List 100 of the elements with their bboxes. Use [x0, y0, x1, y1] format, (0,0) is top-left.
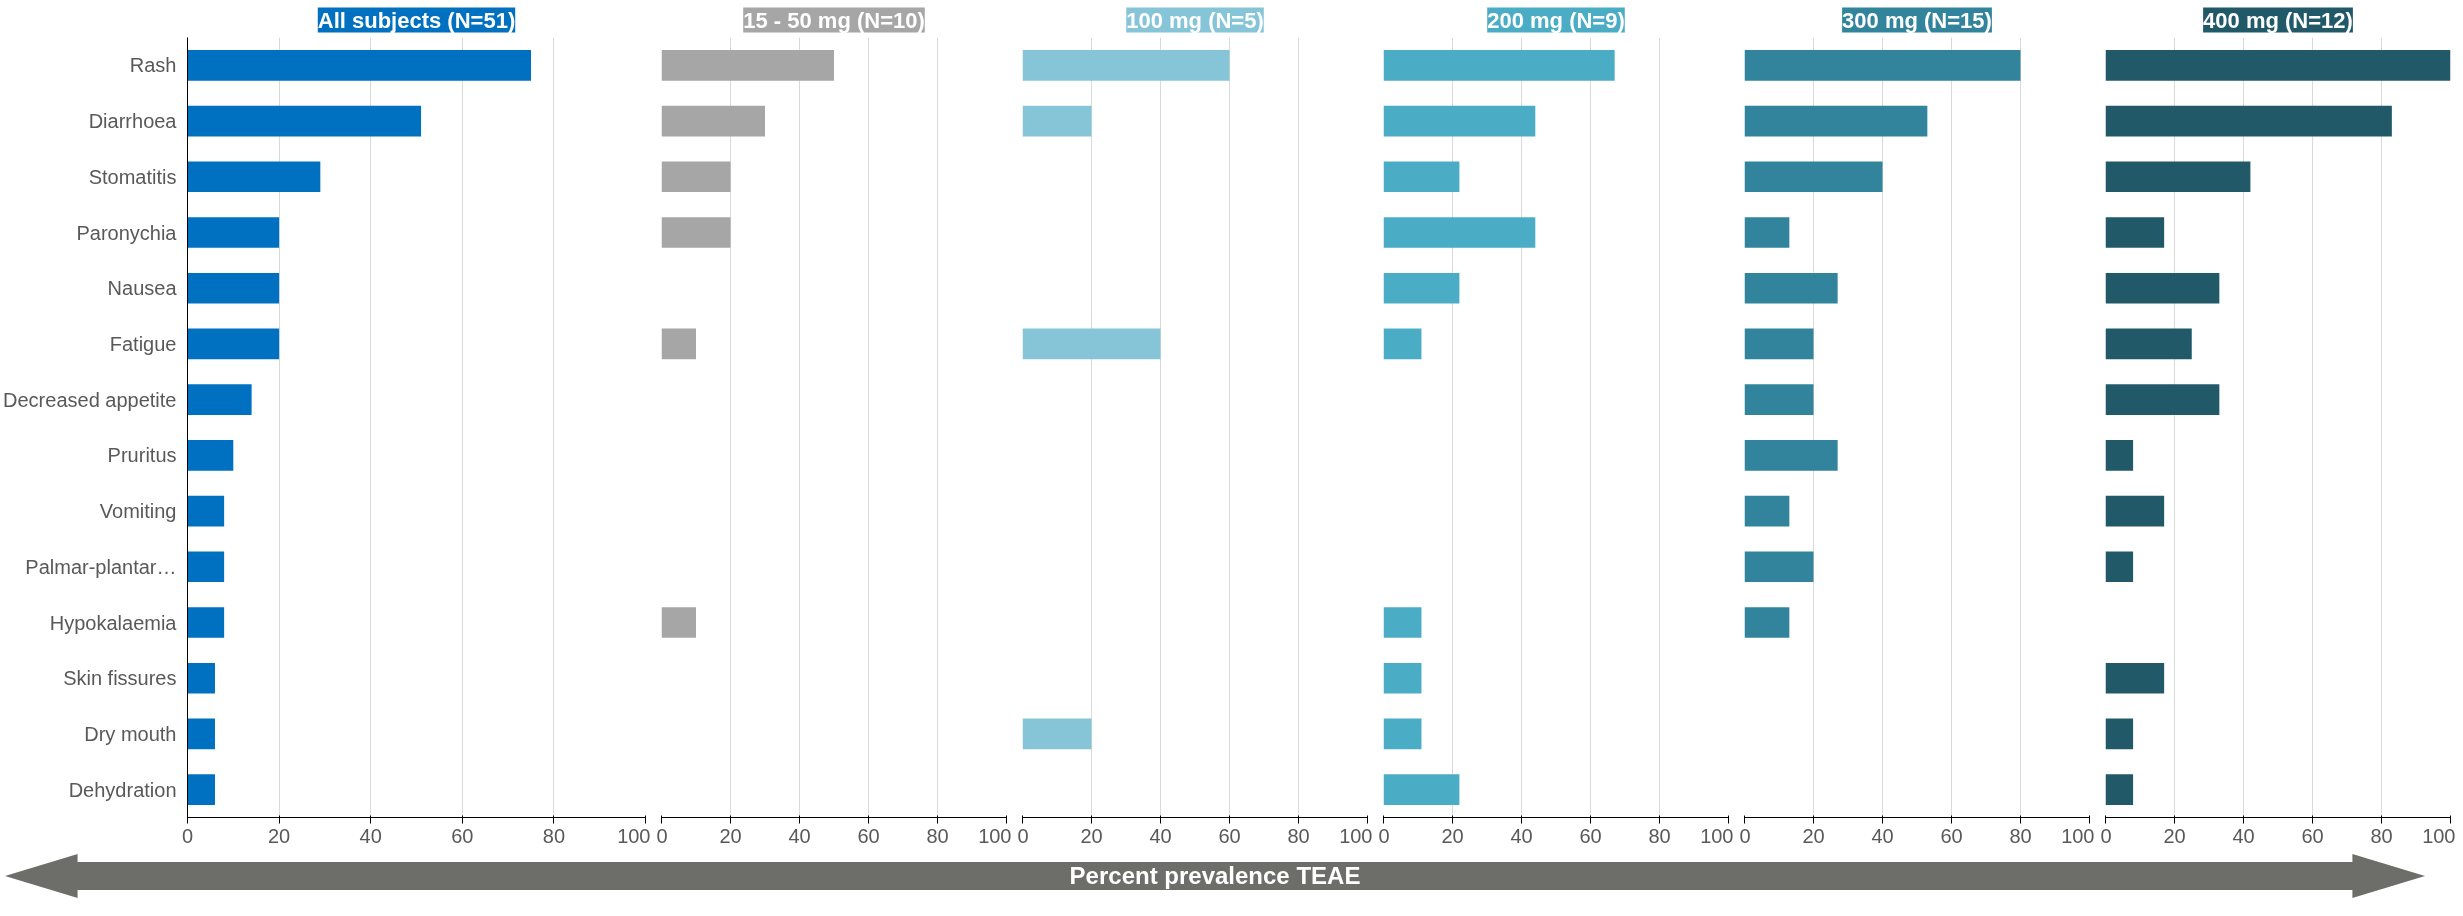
bar	[187, 607, 225, 638]
x-tick-label: 80	[1287, 824, 1310, 847]
x-tick-label: 80	[542, 824, 566, 847]
x-tick-label: 40	[1149, 824, 1172, 847]
y-tick-label: Pruritus	[107, 444, 177, 467]
y-tick-label: Paronychia	[76, 221, 178, 244]
bar	[1744, 384, 1814, 415]
x-tick-label: 40	[788, 824, 811, 847]
bar	[1744, 495, 1790, 527]
x-tick-label: 0	[1017, 824, 1029, 847]
y-tick-label: Diarrhoea	[88, 110, 178, 133]
bar	[1383, 718, 1422, 750]
bar	[1383, 272, 1460, 304]
bar	[187, 105, 422, 137]
bar	[1383, 607, 1422, 638]
bar	[1383, 774, 1460, 805]
bar	[661, 161, 731, 193]
x-tick-label: 100	[1339, 824, 1373, 847]
bar	[187, 272, 280, 304]
y-tick-label: Palmar-plantar…	[25, 555, 177, 578]
bar	[661, 217, 731, 248]
x-tick-label: 0	[1739, 824, 1751, 847]
chart-title: All subjects (N=51)	[317, 7, 516, 33]
y-tick-label: Rash	[129, 54, 177, 77]
bar	[2105, 50, 2451, 81]
chart-title: 300 mg (N=15)	[1842, 7, 1992, 33]
y-tick-label: Decreased appetite	[3, 388, 177, 411]
x-tick-label: 60	[2301, 824, 2324, 847]
bar	[1744, 105, 1928, 137]
chart-title: 200 mg (N=9)	[1487, 7, 1625, 33]
bar	[661, 328, 696, 360]
x-tick-label: 20	[719, 824, 742, 847]
x-tick-label: 100	[1700, 824, 1734, 847]
bar	[1383, 105, 1536, 137]
bar	[2105, 272, 2220, 304]
y-tick-label: Stomatitis	[88, 165, 177, 188]
bar	[1744, 607, 1790, 638]
bar	[1383, 662, 1422, 694]
bar	[187, 495, 225, 527]
bar	[1744, 161, 1883, 193]
bar	[1022, 50, 1230, 81]
bar	[1022, 718, 1092, 750]
bar	[2105, 440, 2134, 471]
x-tick-label: 60	[1579, 824, 1602, 847]
bar	[2105, 774, 2134, 805]
x-tick-label: 100	[2061, 824, 2095, 847]
bar	[187, 774, 215, 805]
bar	[2105, 384, 2220, 415]
x-tick-label: 60	[1218, 824, 1241, 847]
bar	[187, 551, 225, 583]
x-tick-label: 80	[1648, 824, 1671, 847]
bar	[661, 607, 696, 638]
x-tick-label: 40	[359, 824, 382, 847]
bar	[2105, 551, 2134, 583]
bar	[1744, 328, 1814, 360]
bar	[187, 384, 252, 415]
y-tick-label: Fatigue	[109, 332, 177, 355]
bar	[1022, 105, 1092, 137]
bar	[2105, 495, 2165, 527]
x-tick-label: 20	[2163, 824, 2186, 847]
bar	[1022, 328, 1161, 360]
bar	[1744, 272, 1838, 304]
bar	[1744, 440, 1838, 471]
y-tick-label: Dehydration	[68, 778, 177, 801]
chart-title: 400 mg (N=12)	[2203, 7, 2353, 33]
y-tick-label: Vomiting	[99, 500, 177, 523]
y-tick-label: Dry mouth	[84, 722, 177, 745]
bar	[1383, 328, 1422, 360]
x-tick-label: 80	[2009, 824, 2032, 847]
x-tick-label: 0	[181, 824, 194, 847]
chart-title: 15 - 50 mg (N=10)	[743, 7, 925, 33]
bar	[1744, 217, 1790, 248]
x-tick-label: 60	[1940, 824, 1963, 847]
x-tick-label: 40	[1871, 824, 1894, 847]
x-tick-label: 20	[1080, 824, 1103, 847]
x-tick-label: 40	[2232, 824, 2255, 847]
x-tick-label: 40	[1510, 824, 1533, 847]
y-tick-label: Nausea	[107, 277, 178, 300]
bar	[2105, 105, 2392, 137]
bar	[2105, 718, 2134, 750]
x-tick-label: 0	[2100, 824, 2112, 847]
x-tick-label: 80	[926, 824, 949, 847]
bar	[1744, 50, 2021, 81]
bar	[187, 161, 321, 193]
x-tick-label: 60	[857, 824, 880, 847]
bar	[2105, 217, 2165, 248]
bar	[1383, 217, 1536, 248]
bar	[2105, 662, 2165, 694]
x-tick-label: 0	[1378, 824, 1390, 847]
y-tick-label: Skin fissures	[63, 667, 177, 690]
bar	[187, 50, 531, 81]
bar	[661, 105, 765, 137]
x-tick-label: 80	[2370, 824, 2393, 847]
x-tick-label: 100	[617, 824, 651, 847]
bar	[187, 440, 234, 471]
bar	[661, 50, 834, 81]
bar	[187, 718, 215, 750]
bar	[2105, 161, 2251, 193]
x-tick-label: 100	[978, 824, 1012, 847]
bar	[1383, 50, 1615, 81]
